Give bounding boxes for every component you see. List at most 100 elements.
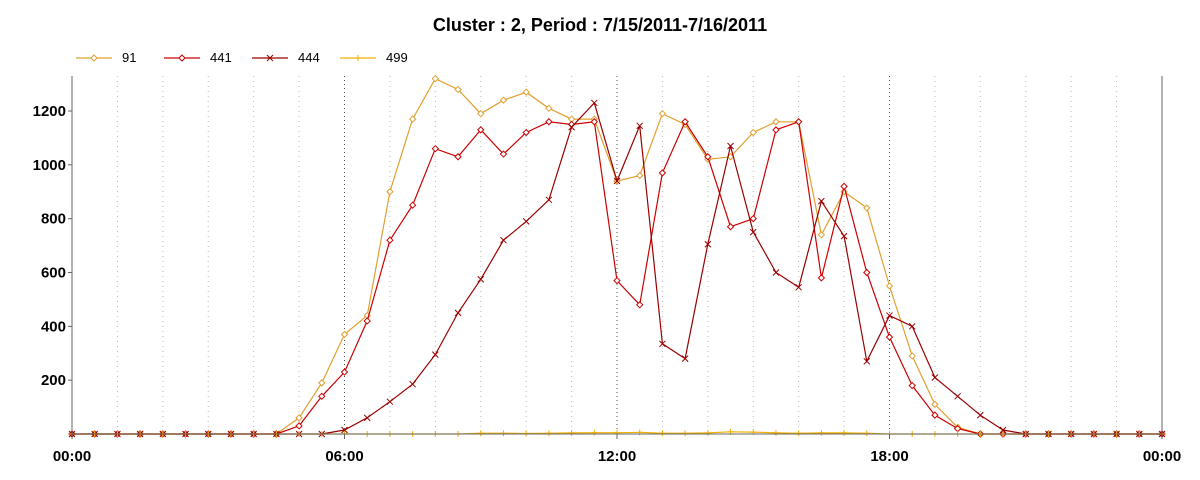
y-tick-label: 800 <box>41 211 66 228</box>
data-point <box>795 283 803 291</box>
data-point <box>908 322 916 330</box>
data-point <box>636 171 644 180</box>
data-point <box>522 217 530 225</box>
legend-item: 441 <box>164 50 232 65</box>
data-point <box>318 379 326 387</box>
legend-label: 499 <box>386 50 408 65</box>
data-point <box>931 400 939 409</box>
data-point <box>658 109 667 118</box>
data-point <box>908 381 916 390</box>
legend-item: 499 <box>340 50 408 65</box>
data-point <box>454 153 462 161</box>
data-point <box>454 309 462 317</box>
data-point <box>454 85 462 94</box>
x-tick-label: 00:00 <box>1143 448 1181 465</box>
legend-label: 91 <box>122 50 136 65</box>
data-point <box>795 430 802 437</box>
legend-item: 444 <box>252 50 320 65</box>
data-point <box>817 274 826 282</box>
data-point <box>840 182 848 191</box>
data-point <box>363 414 371 422</box>
data-point <box>523 430 530 437</box>
data-point <box>682 430 689 437</box>
data-point <box>704 429 711 436</box>
x-tick-label: 18:00 <box>870 448 908 465</box>
data-point <box>726 223 735 231</box>
data-point <box>931 411 939 419</box>
data-point <box>886 312 893 319</box>
data-point <box>885 282 894 290</box>
legend-label: 441 <box>210 50 232 65</box>
y-tick-label: 400 <box>41 318 66 335</box>
y-tick-label: 200 <box>41 372 66 389</box>
data-point <box>818 429 825 436</box>
data-point <box>568 429 575 436</box>
data-point <box>841 429 848 436</box>
data-point <box>704 240 712 248</box>
data-point <box>477 109 485 118</box>
data-point <box>999 426 1007 434</box>
data-point <box>590 99 598 107</box>
data-point <box>545 104 553 113</box>
data-point <box>568 123 575 131</box>
data-point <box>355 55 361 61</box>
data-point <box>386 236 394 244</box>
data-point <box>408 115 417 123</box>
data-point <box>772 269 780 276</box>
data-point <box>908 352 916 360</box>
axes: 200 400 600 800 1000 1200 00:00 06:00 12:00 18:00… <box>33 76 1181 465</box>
data-point <box>340 330 349 339</box>
data-point <box>431 144 440 153</box>
data-point <box>500 430 507 437</box>
data-point <box>681 355 689 362</box>
data-point <box>545 118 553 126</box>
data-point <box>772 126 780 134</box>
data-point <box>477 275 485 283</box>
data-point <box>477 126 485 134</box>
data-point <box>266 54 274 62</box>
data-point <box>408 201 417 209</box>
data-point <box>590 118 598 126</box>
legend: 91 441 444 499 <box>76 50 408 65</box>
data-point <box>431 351 439 358</box>
data-point <box>863 268 871 277</box>
data-point <box>90 54 98 62</box>
data-point <box>636 122 644 130</box>
data-point <box>863 357 871 365</box>
data-point <box>954 392 961 400</box>
chart-title: Cluster : 2, Period : 7/15/2011-7/16/201… <box>433 15 767 35</box>
series-441 <box>68 118 1166 438</box>
data-point <box>931 374 939 381</box>
data-point <box>681 118 689 126</box>
data-point <box>817 231 826 239</box>
data-point <box>818 197 825 205</box>
data-point <box>295 414 303 422</box>
data-point <box>727 142 734 150</box>
data-point <box>749 228 757 236</box>
data-point <box>976 411 984 419</box>
data-point <box>500 236 507 244</box>
data-point <box>341 426 348 434</box>
data-point <box>318 392 326 401</box>
data-point <box>363 317 371 325</box>
x-tick-label: 12:00 <box>598 448 636 465</box>
data-point <box>499 150 508 158</box>
data-point <box>386 398 394 406</box>
data-point <box>794 118 803 126</box>
y-tick-label: 600 <box>41 264 66 281</box>
data-point <box>477 430 484 437</box>
data-point <box>591 429 598 436</box>
grid-lines <box>116 76 1118 434</box>
x-tick-label: 06:00 <box>325 448 363 465</box>
data-point <box>545 196 553 204</box>
legend-item: 91 <box>76 50 136 65</box>
data-point <box>522 88 530 96</box>
data-point <box>409 380 416 388</box>
data-point <box>658 169 667 177</box>
data-point <box>772 429 779 436</box>
data-point <box>545 430 552 437</box>
data-point <box>749 214 757 223</box>
data-point <box>499 96 508 104</box>
data-point <box>340 368 349 376</box>
